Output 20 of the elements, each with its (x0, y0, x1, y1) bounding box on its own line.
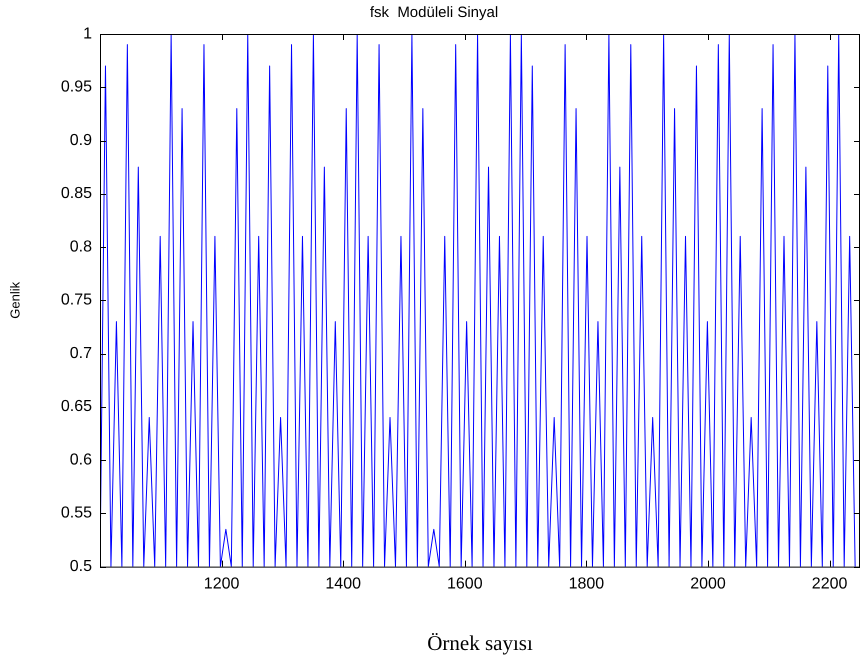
x-tick-label: 1400 (325, 576, 362, 593)
y-tick-label: 0.95 (60, 78, 92, 96)
y-tick-label: 0.7 (70, 344, 92, 362)
y-tick-label: 1 (83, 25, 92, 42)
y-tick-label: 0.8 (70, 238, 92, 256)
chart-title: fsk Modüleli Sinyal (370, 4, 498, 22)
x-tick-label: 1800 (568, 576, 604, 593)
y-tick-label: 0.55 (60, 504, 92, 522)
x-tick-label: 1200 (204, 576, 240, 593)
y-tick-label: 0.6 (70, 451, 92, 468)
y-tick-label: 0.75 (60, 292, 92, 309)
y-tick-label: 0.85 (60, 185, 92, 202)
y-axis-title: Genlik (7, 281, 22, 319)
x-tick-label: 2000 (690, 576, 726, 593)
y-tick-label: 0.9 (70, 132, 92, 149)
x-axis-title: Örnek sayısı (427, 630, 533, 655)
y-tick-label: 0.5 (70, 558, 92, 576)
y-tick-label: 0.65 (60, 398, 92, 416)
x-tick-label: 2200 (812, 576, 848, 593)
x-tick-label: 1600 (447, 576, 483, 593)
